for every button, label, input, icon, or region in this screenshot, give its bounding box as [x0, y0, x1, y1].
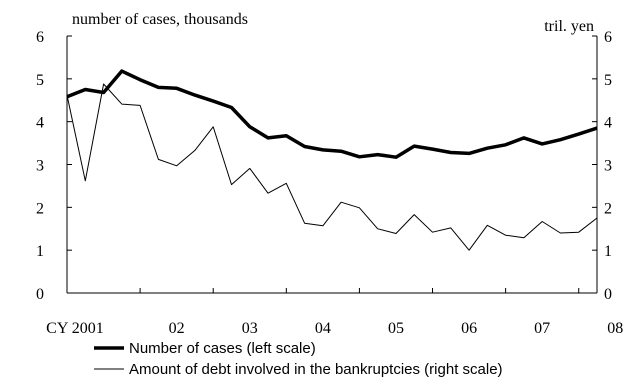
- left-axis-label: number of cases, thousands: [72, 11, 248, 28]
- left-y-tick-label: 5: [36, 72, 44, 89]
- series-layer: [66, 69, 598, 251]
- x-tick-label: 07: [534, 320, 550, 337]
- x-tick-label: 06: [461, 320, 477, 337]
- right-y-tick-label: 4: [604, 115, 612, 132]
- series-number-of-cases-line: [66, 69, 598, 159]
- left-y-tick-label: 1: [36, 243, 44, 260]
- legend-label-number-of-cases: Number of cases (left scale): [129, 340, 316, 357]
- left-y-tick-label: 2: [36, 200, 44, 217]
- left-y-tick-label: 4: [36, 115, 44, 132]
- right-y-tick-label: 2: [604, 200, 612, 217]
- left-y-tick-label: 3: [36, 158, 44, 175]
- right-y-tick-label: 6: [604, 29, 612, 46]
- legend: Number of cases (left scale) Amount of d…: [94, 340, 503, 378]
- left-y-tick-label: 0: [36, 286, 44, 303]
- series-amount-of-debt-line: [66, 83, 598, 251]
- axis-ticks: 0 0 1 1 2 2 3 3 4 4 5 5 6 6 CY 2001 02 03 04 05 06 07 08: [36, 29, 623, 337]
- x-tick-label: 08: [607, 320, 623, 337]
- right-y-tick-label: 0: [604, 286, 612, 303]
- x-tick-label: 02: [169, 320, 185, 337]
- x-tick-label: CY 2001: [46, 320, 104, 337]
- x-tick-label: 04: [315, 320, 331, 337]
- right-y-tick-label: 1: [604, 243, 612, 260]
- legend-label-amount-of-debt: Amount of debt involved in the bankruptc…: [129, 361, 503, 378]
- right-y-tick-label: 5: [604, 72, 612, 89]
- x-tick-label: 03: [242, 320, 258, 337]
- right-y-tick-label: 3: [604, 158, 612, 175]
- right-axis-label: tril. yen: [544, 18, 594, 35]
- x-tick-label: 05: [388, 320, 404, 337]
- left-y-tick-label: 6: [36, 29, 44, 46]
